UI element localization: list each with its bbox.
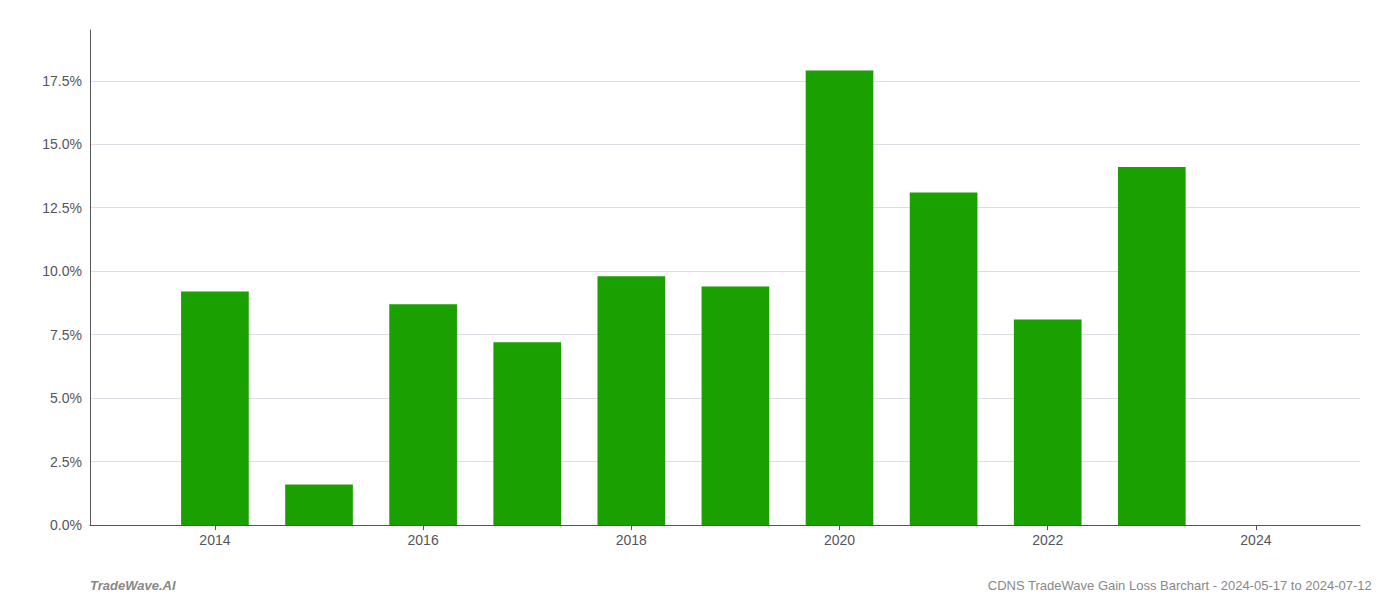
- svg-text:2014: 2014: [199, 532, 230, 548]
- svg-text:2016: 2016: [408, 532, 439, 548]
- svg-text:2020: 2020: [824, 532, 855, 548]
- svg-text:10.0%: 10.0%: [42, 263, 82, 279]
- svg-text:12.5%: 12.5%: [42, 200, 82, 216]
- svg-text:17.5%: 17.5%: [42, 73, 82, 89]
- svg-text:0.0%: 0.0%: [50, 517, 82, 533]
- svg-text:7.5%: 7.5%: [50, 327, 82, 343]
- svg-text:2018: 2018: [616, 532, 647, 548]
- svg-text:15.0%: 15.0%: [42, 136, 82, 152]
- svg-text:2.5%: 2.5%: [50, 454, 82, 470]
- svg-text:5.0%: 5.0%: [50, 390, 82, 406]
- svg-text:2024: 2024: [1240, 532, 1271, 548]
- svg-text:TradeWave.AI: TradeWave.AI: [90, 578, 176, 593]
- svg-text:2022: 2022: [1032, 532, 1063, 548]
- svg-text:CDNS TradeWave Gain Loss Barch: CDNS TradeWave Gain Loss Barchart - 2024…: [988, 578, 1372, 593]
